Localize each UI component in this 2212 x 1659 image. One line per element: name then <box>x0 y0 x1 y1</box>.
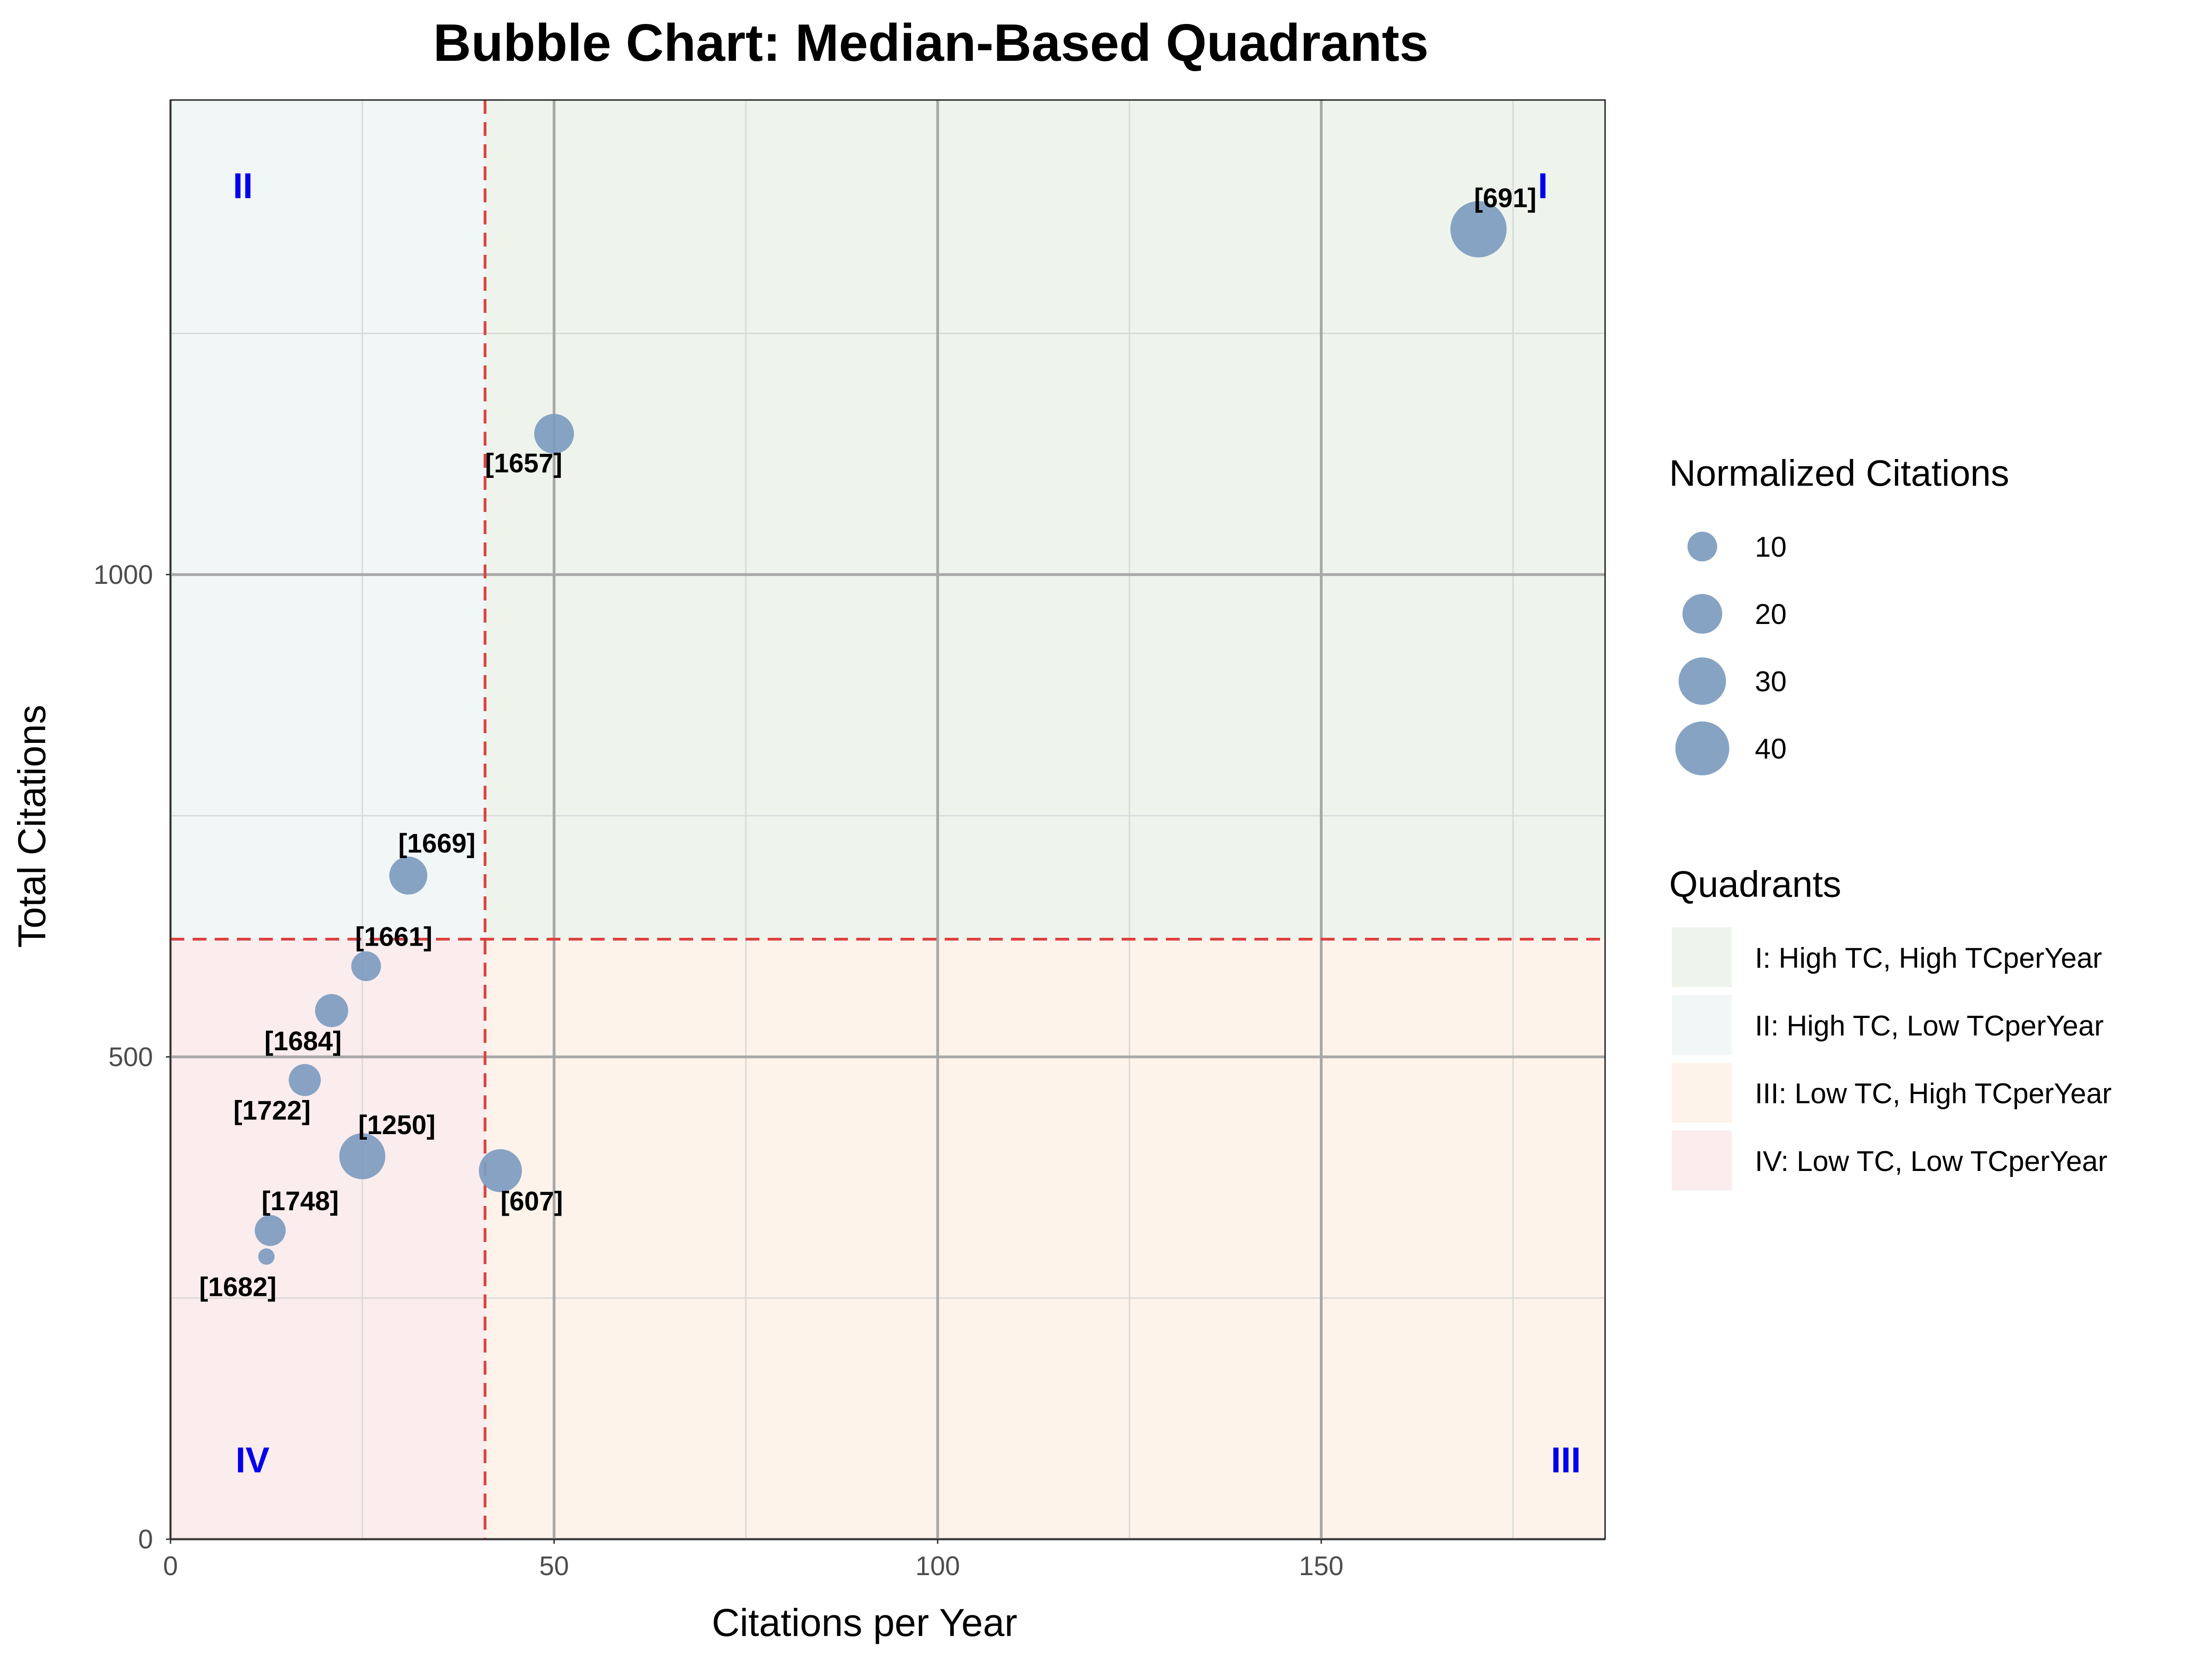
size-legend-title: Normalized Citations <box>1669 453 2009 494</box>
y-tick-label: 0 <box>138 1524 153 1554</box>
x-axis-title: Citations per Year <box>712 1601 1017 1644</box>
x-tick-label: 100 <box>915 1551 960 1581</box>
size-legend-label: 10 <box>1755 531 1787 563</box>
bubble-point <box>351 951 381 981</box>
y-tick-label: 500 <box>108 1042 153 1072</box>
quadrant-3-bg <box>485 939 1606 1539</box>
bubble-point <box>254 1215 286 1246</box>
point-label: [1722] <box>233 1096 311 1126</box>
size-legend: 10 20 30 40 <box>1675 531 1787 776</box>
size-legend-key <box>1687 531 1718 562</box>
size-legend-key <box>1678 657 1726 705</box>
x-tick-label: 150 <box>1299 1551 1344 1581</box>
point-label: [1748] <box>262 1186 339 1216</box>
quadrant-legend-label: III: Low TC, High TCperYear <box>1755 1078 2112 1110</box>
bubble-point <box>315 994 348 1027</box>
quadrant-backgrounds <box>171 100 1606 1539</box>
quadrant-label-iv: IV <box>235 1440 270 1480</box>
point-label: [607] <box>500 1186 563 1216</box>
point-label: [1250] <box>358 1110 435 1140</box>
size-legend-key <box>1675 721 1730 776</box>
y-tick-label: 1000 <box>94 560 153 590</box>
quadrant-legend-label: II: High TC, Low TCperYear <box>1755 1010 2104 1042</box>
point-label: [691] <box>1474 183 1536 213</box>
axis-ticks: 0 50 100 150 0 500 1000 <box>94 560 1343 1581</box>
x-tick-label: 50 <box>539 1551 569 1581</box>
quadrant-legend-key <box>1672 1063 1732 1123</box>
plot-panel-border <box>170 99 1606 1540</box>
quadrant-legend-label: IV: Low TC, Low TCperYear <box>1755 1146 2107 1177</box>
size-legend-label: 20 <box>1755 599 1787 630</box>
point-labels: [691] [1657] [1669] [1661] [1684] [1722] [1250… <box>199 183 1536 1302</box>
x-tick-label: 0 <box>163 1551 178 1581</box>
size-legend-label: 30 <box>1755 666 1787 698</box>
quadrant-4-bg <box>171 939 485 1539</box>
quadrant-legend-title: Quadrants <box>1669 864 1841 905</box>
bubble-point <box>534 414 574 454</box>
quadrant-2-bg <box>171 100 485 940</box>
bubble-point <box>288 1064 321 1096</box>
bubble-point <box>389 856 428 895</box>
y-axis-title: Total Citations <box>10 705 53 948</box>
bubbles <box>254 201 1507 1265</box>
quadrant-label-i: I <box>1538 165 1548 206</box>
bubble-point <box>479 1149 522 1193</box>
median-lines <box>171 100 1605 1539</box>
bubble-point <box>258 1248 275 1265</box>
quadrant-legend-key <box>1672 1130 1732 1190</box>
quadrant-legend-key <box>1672 995 1732 1055</box>
size-legend-label: 40 <box>1755 733 1787 765</box>
chart-title: Bubble Chart: Median-Based Quadrants <box>433 14 1429 72</box>
quadrant-legend-label: I: High TC, High TCperYear <box>1755 942 2102 974</box>
quadrant-legend-key <box>1672 927 1732 987</box>
point-label: [1669] <box>398 829 476 859</box>
point-label: [1682] <box>199 1272 276 1302</box>
size-legend-key <box>1682 594 1723 634</box>
quadrant-1-bg <box>485 100 1606 940</box>
quadrant-label-iii: III <box>1551 1440 1581 1480</box>
bubble-point <box>1450 201 1507 258</box>
point-label: [1661] <box>355 922 433 952</box>
quadrant-legend: I: High TC, High TCperYear II: High TC, L… <box>1672 927 2112 1190</box>
bubble-point <box>339 1133 386 1179</box>
point-label: [1657] <box>485 448 563 478</box>
quadrant-label-ii: II <box>233 165 253 206</box>
point-label: [1684] <box>265 1026 342 1056</box>
